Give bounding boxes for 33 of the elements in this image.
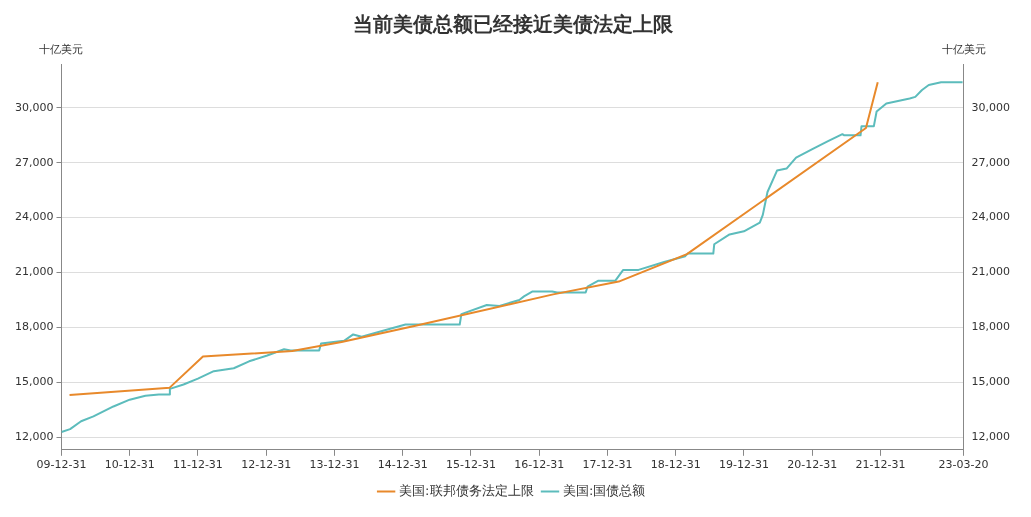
y-tick-label: 27,000 [14, 155, 54, 169]
x-tick-label: 18-12-31 [650, 458, 701, 472]
y2-tick-label: 27,000 [971, 155, 1011, 169]
x-tick-label: 10-12-31 [104, 458, 155, 472]
y2-tick-label: 15,000 [971, 375, 1011, 389]
y-tick-label: 18,000 [14, 320, 54, 334]
x-tick-label: 12-12-31 [241, 458, 292, 472]
y2-tick-label: 21,000 [971, 265, 1011, 279]
y2-tick-label: 30,000 [971, 100, 1011, 114]
x-tick-label: 16-12-31 [514, 458, 565, 472]
x-tick-label: 19-12-31 [718, 458, 769, 472]
x-tick-label: 14-12-31 [377, 458, 428, 472]
y-tick-label: 15,000 [14, 375, 54, 389]
y2-tick-label: 24,000 [971, 210, 1011, 224]
legend-label: 美国:国债总额 [563, 482, 646, 498]
y2-tick-label: 12,000 [971, 429, 1011, 443]
legend-label: 美国:联邦债务法定上限 [399, 482, 534, 498]
y-axis-title: 十亿美元 [39, 43, 84, 57]
x-tick-label: 13-12-31 [309, 458, 360, 472]
chart-title: 当前美债总额已经接近美债法定上限 [352, 12, 674, 37]
x-tick-label: 17-12-31 [582, 458, 633, 472]
y2-axis-title: 十亿美元 [941, 43, 986, 57]
x-tick-label: 20-12-31 [787, 458, 838, 472]
y-tick-label: 21,000 [14, 265, 54, 279]
x-tick-label: 09-12-31 [36, 458, 87, 472]
x-tick-label: 23-03-20 [938, 458, 989, 472]
x-tick-label: 21-12-31 [855, 458, 906, 472]
y-tick-label: 24,000 [14, 210, 54, 224]
y-tick-label: 12,000 [14, 429, 54, 443]
y2-tick-label: 18,000 [971, 320, 1011, 334]
x-tick-label: 11-12-31 [172, 458, 223, 472]
x-tick-label: 15-12-31 [445, 458, 496, 472]
y-tick-label: 30,000 [14, 100, 54, 114]
